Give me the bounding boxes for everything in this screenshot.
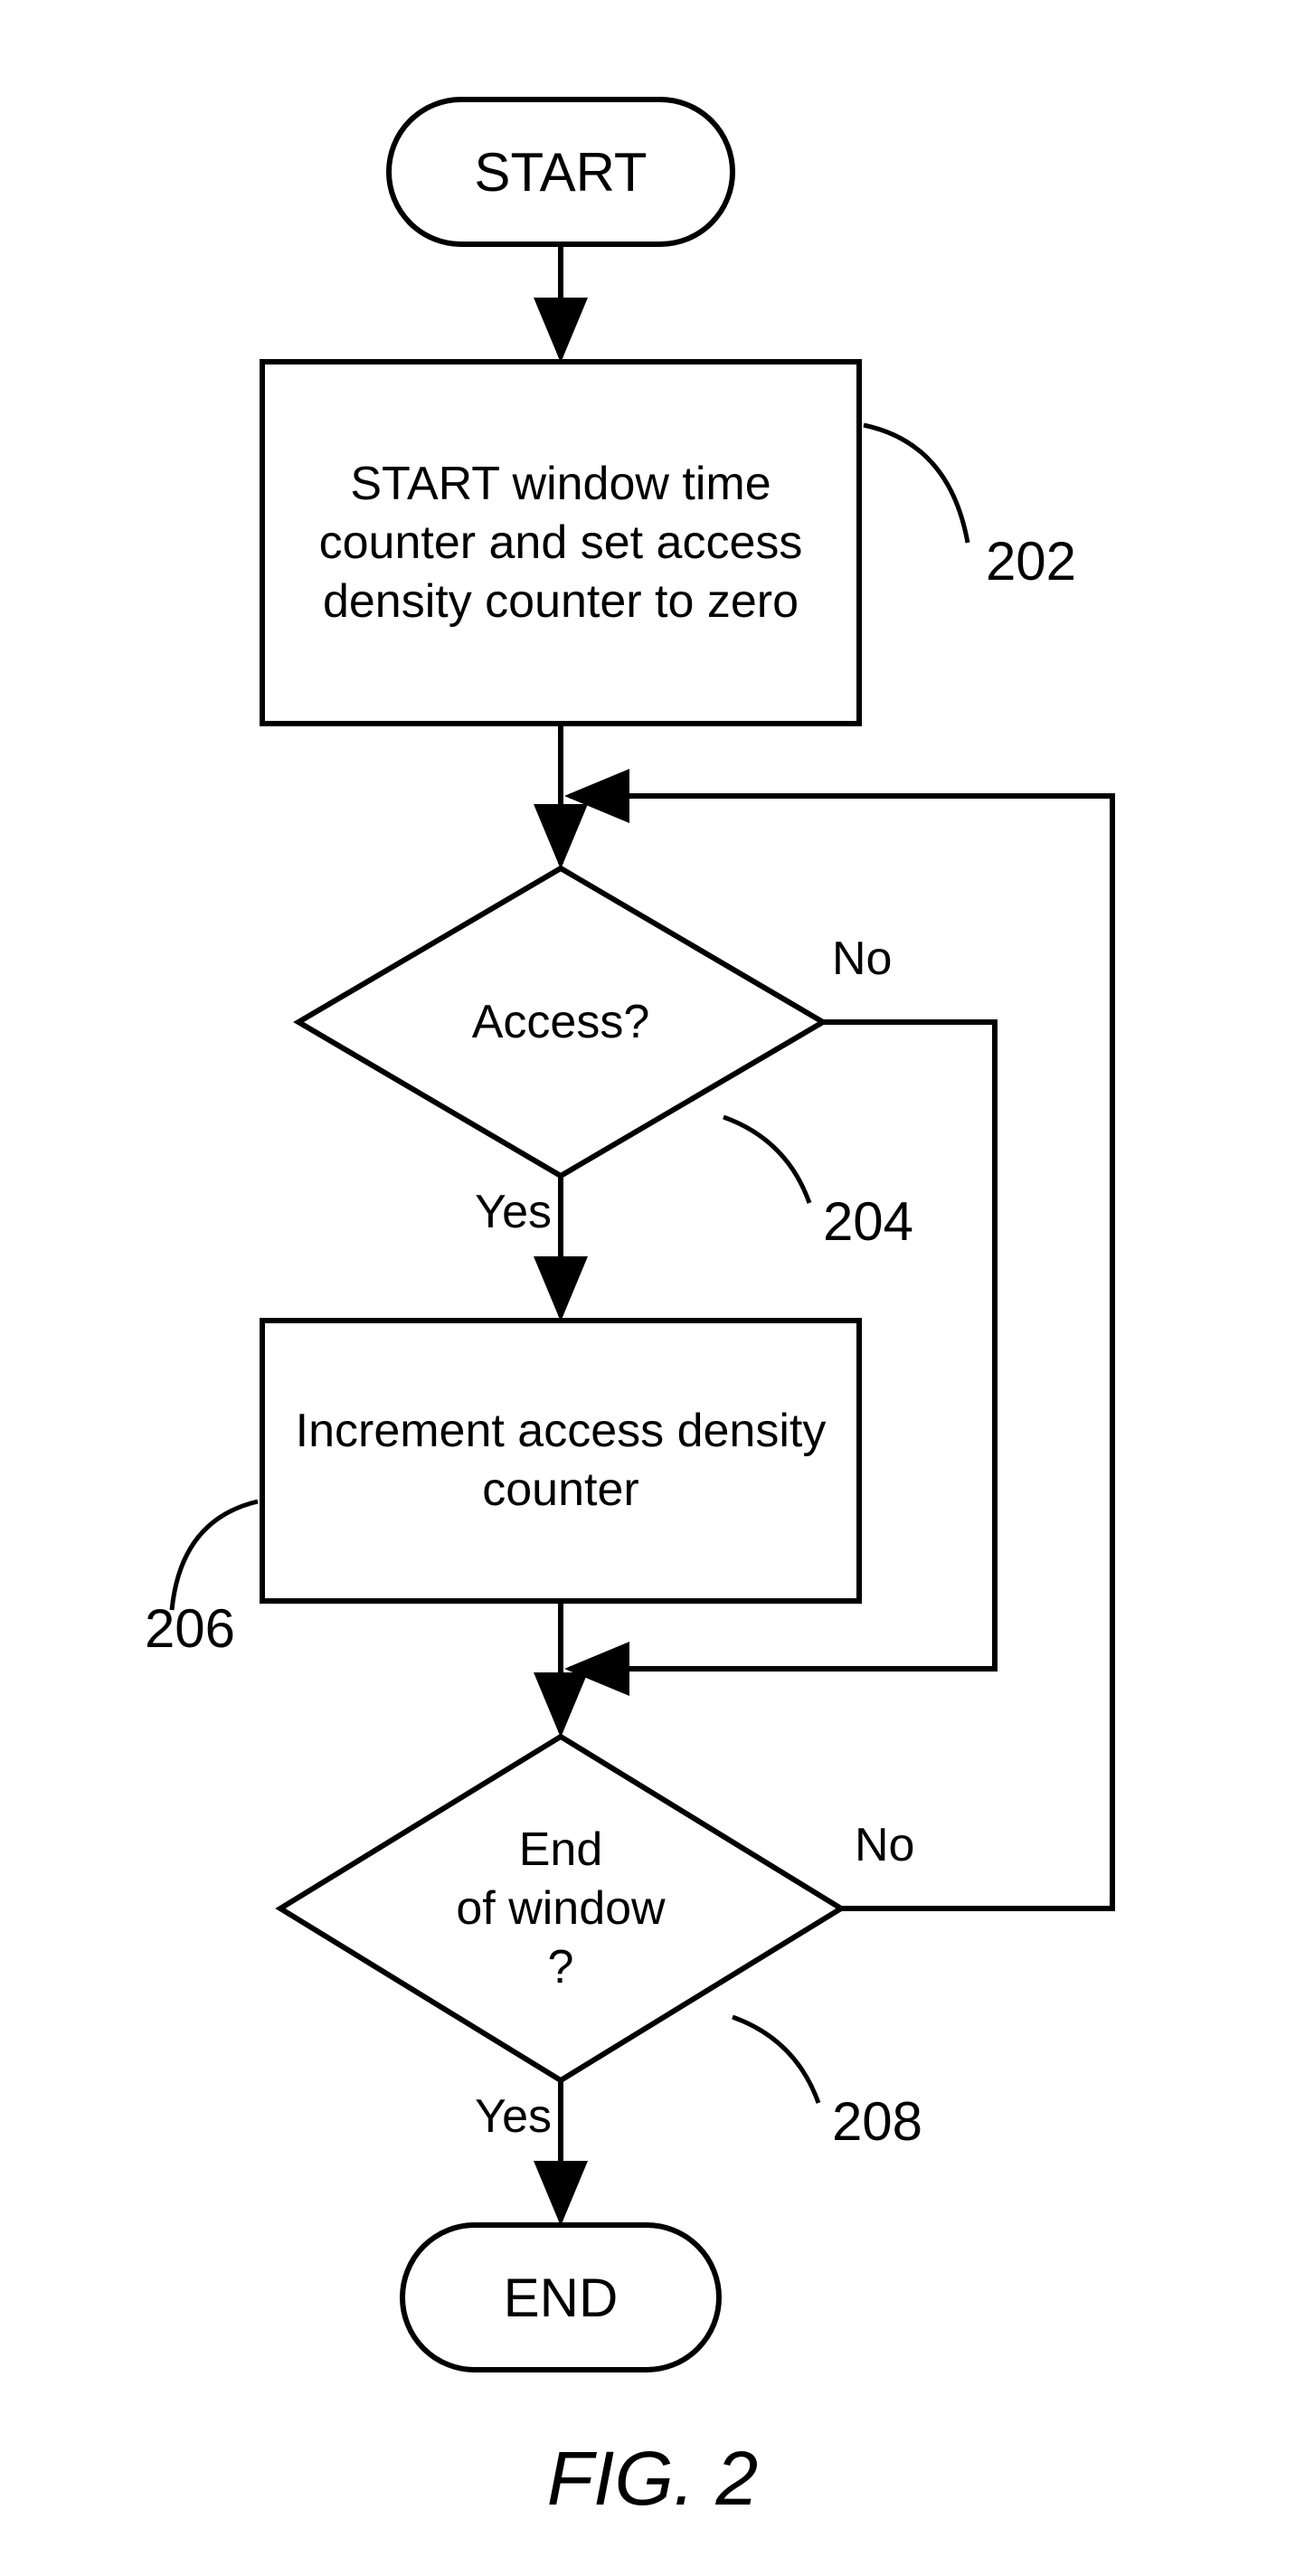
decision-204-label: Access? — [389, 959, 733, 1085]
ref-206: 206 — [109, 1592, 271, 1664]
ref-202: 202 — [950, 525, 1112, 597]
ref-208: 208 — [796, 2085, 959, 2157]
figure-caption: FIG. 2 — [0, 2424, 1305, 2533]
flowchart-container: START START window time counter and set … — [0, 0, 1305, 2576]
label-208-yes: Yes — [416, 2089, 552, 2144]
decision-208-label: Endof window? — [389, 1800, 733, 2017]
end-label: END — [402, 2225, 719, 2370]
process-202-label: START window time counter and set access… — [280, 362, 841, 724]
ref-204: 204 — [787, 1185, 950, 1257]
process-206-label: Increment access density counter — [280, 1321, 841, 1601]
label-204-yes: Yes — [416, 1185, 552, 1239]
start-label: START — [389, 99, 733, 244]
label-208-no: No — [855, 1818, 990, 1872]
label-204-no: No — [832, 932, 968, 986]
